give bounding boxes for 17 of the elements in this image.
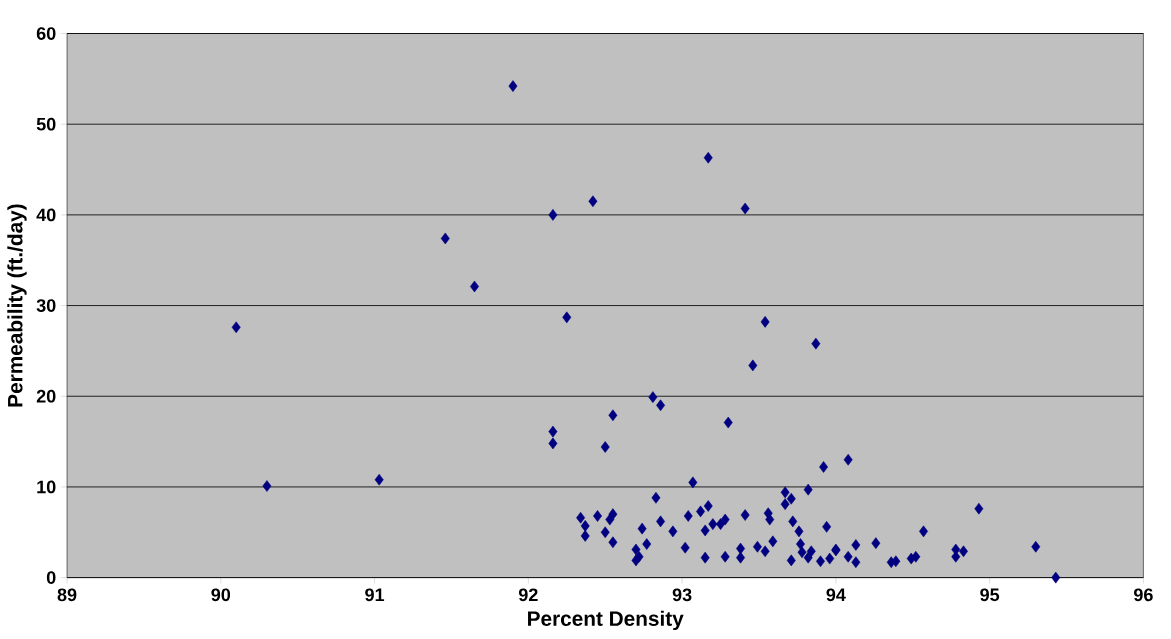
y-axis-title: Permeability (ft./day) [7,204,27,407]
x-tick-label: 91 [365,588,385,602]
x-tick-label: 89 [57,588,77,602]
y-tick-label: 40 [36,208,56,222]
y-tick-label: 20 [36,390,56,403]
x-tick-label: 94 [826,588,846,602]
y-tick-label: 60 [36,27,56,41]
x-tick-label: 96 [1134,588,1153,602]
y-tick-label: 0 [46,571,56,585]
y-tick-label: 10 [37,480,56,494]
x-tick-label: 92 [518,588,538,602]
y-tick-label: 30 [36,299,56,313]
x-tick-label: 93 [672,588,692,602]
y-tick-label: 50 [36,117,56,131]
x-tick-label: 95 [980,588,1000,602]
x-tick-label: 90 [211,588,231,602]
x-axis-title: Percent Density [528,610,684,631]
